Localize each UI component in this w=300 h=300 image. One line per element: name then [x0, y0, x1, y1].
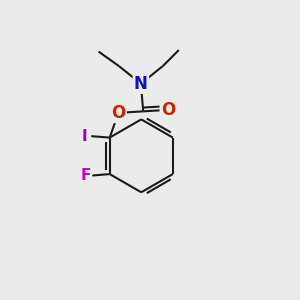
Text: N: N — [134, 75, 148, 93]
Text: I: I — [82, 129, 88, 144]
Text: O: O — [111, 104, 126, 122]
Text: F: F — [81, 168, 91, 183]
Text: O: O — [161, 101, 175, 119]
